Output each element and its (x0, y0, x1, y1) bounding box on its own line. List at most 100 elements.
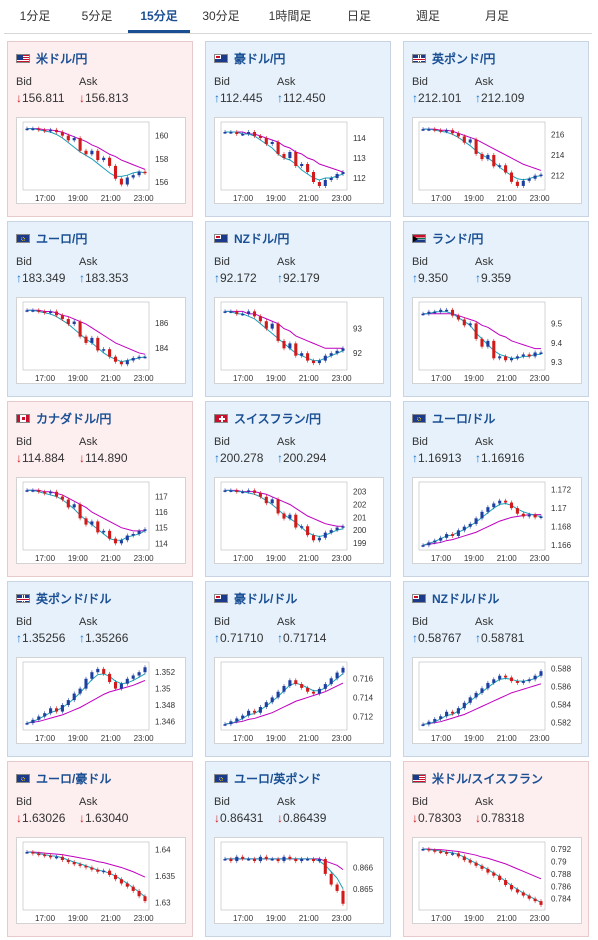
bid-price: 0.58767 (418, 631, 462, 645)
rate-card-title[interactable]: スイスフラン/円 (214, 410, 321, 426)
candle (311, 691, 316, 694)
x-tick-label: 17:00 (431, 194, 452, 203)
x-tick-label: 21:00 (101, 734, 122, 743)
candle (306, 164, 310, 172)
rate-card[interactable]: ユーロ/円 Bid Ask ↑183.349 ↑183.353 186 184 17:00 19… (7, 221, 193, 397)
y-tick-label: 0.584 (551, 701, 572, 710)
rate-chart-svg: 216 214 212 17:00 19:00 21:00 23:00 (418, 121, 565, 203)
rate-card[interactable]: スイスフラン/円 Bid Ask ↑200.278 ↑200.294 203 202 201 2… (205, 401, 391, 577)
rate-card[interactable]: NZドル/ドル Bid Ask ↑0.58767 ↑0.58781 0.588 0.586 0… (403, 581, 589, 757)
ask-price: 200.294 (283, 451, 327, 465)
rate-card[interactable]: 米ドル/スイスフラン Bid Ask ↓0.78303 ↓0.78318 0.792 0.7… (403, 761, 589, 937)
bid-label: Bid (16, 436, 32, 448)
rate-card[interactable]: ユーロ/豪ドル Bid Ask ↓1.63026 ↓1.63040 1.64 1.635 1.… (7, 761, 193, 937)
tab-2[interactable]: 15分足 (128, 0, 190, 33)
rate-chart[interactable]: 0.792 0.79 0.788 0.786 0.784 17:00 19:00 21:00 2… (412, 837, 582, 924)
ask-label: Ask (475, 436, 494, 448)
y-tick-label: 200 (353, 526, 367, 535)
tab-5[interactable]: 日足 (346, 9, 371, 23)
bid-label: Bid (16, 76, 32, 88)
candle (137, 890, 141, 897)
rate-chart[interactable]: 1.352 1.35 1.348 1.346 17:00 19:00 21:00 23:00 (16, 657, 186, 744)
rate-card[interactable]: NZドル/円 Bid Ask ↑92.172 ↑92.179 93 92 17:00 19:00… (205, 221, 391, 397)
candle (60, 705, 64, 712)
rate-chart[interactable]: 216 214 212 17:00 19:00 21:00 23:00 (412, 117, 582, 204)
rate-card[interactable]: ユーロ/英ポンド Bid Ask ↓0.86431 ↓0.86439 0.866 0.865… (205, 761, 391, 937)
tab-4[interactable]: 1時間足 (268, 9, 312, 23)
bid-label: Bid (214, 256, 230, 268)
rate-card[interactable]: 豪ドル/円 Bid Ask ↑112.445 ↑112.450 114 113 112 17:0… (205, 41, 391, 217)
candle (72, 862, 76, 865)
tab-1[interactable]: 5分足 (81, 9, 113, 23)
rate-card-title[interactable]: 英ポンド/ドル (16, 590, 111, 606)
tab-7[interactable]: 月足 (484, 9, 509, 23)
candle (131, 357, 135, 361)
rate-chart[interactable]: 1.172 1.17 1.168 1.166 17:00 19:00 21:00 23:00 (412, 477, 582, 564)
us-flag-icon (412, 773, 426, 783)
x-tick-label: 23:00 (530, 374, 551, 383)
bid-price: 183.349 (22, 271, 66, 285)
rate-chart[interactable]: 0.716 0.714 0.712 17:00 19:00 21:00 23:00 (214, 657, 384, 744)
ask-label: Ask (475, 256, 494, 268)
tab-0[interactable]: 1分足 (19, 9, 51, 23)
rate-chart[interactable]: 203 202 201 200 199 17:00 19:00 21:00 23:00 (214, 477, 384, 564)
rate-card-title[interactable]: ユーロ/英ポンド (214, 770, 321, 786)
rate-chart[interactable]: 9.5 9.4 9.3 17:00 19:00 21:00 23:00 (412, 297, 582, 384)
rate-card-title[interactable]: 米ドル/円 (16, 50, 87, 66)
candle (317, 360, 321, 364)
y-tick-label: 1.172 (551, 486, 572, 495)
rate-chart[interactable]: 93 92 17:00 19:00 21:00 23:00 (214, 297, 384, 384)
candle (341, 526, 345, 528)
candle (223, 490, 227, 492)
rate-card[interactable]: ランド/円 Bid Ask ↑9.350 ↑9.359 9.5 9.4 9.3 17:00 19:… (403, 221, 589, 397)
candle (43, 713, 47, 717)
y-tick-label: 214 (551, 151, 565, 160)
rate-chart[interactable]: 160 158 156 17:00 19:00 21:00 23:00 (16, 117, 186, 204)
rate-card[interactable]: 英ポンド/ドル Bid Ask ↑1.35256 ↑1.35266 1.352 1.35 1.… (7, 581, 193, 757)
rate-chart[interactable]: 117 116 115 114 17:00 19:00 21:00 23:00 (16, 477, 186, 564)
ma-long-line (422, 683, 542, 725)
candle (90, 150, 94, 155)
candle (143, 356, 147, 359)
rate-card-title[interactable]: 米ドル/スイスフラン (412, 770, 543, 786)
ma-long-line (422, 514, 541, 546)
candle (60, 496, 64, 500)
rate-card-title[interactable]: ユーロ/豪ドル (16, 770, 111, 786)
rate-chart[interactable]: 186 184 17:00 19:00 21:00 23:00 (16, 297, 186, 384)
currency-pair-label: 豪ドル/円 (234, 51, 286, 66)
candle (241, 134, 245, 136)
rate-chart-svg: 9.5 9.4 9.3 17:00 19:00 21:00 23:00 (418, 301, 563, 383)
rate-card-title[interactable]: ユーロ/円 (16, 230, 87, 246)
rate-card-title[interactable]: NZドル/円 (214, 230, 289, 246)
rate-chart[interactable]: 0.588 0.586 0.584 0.582 17:00 19:00 21:00 23:00 (412, 657, 582, 744)
candle (323, 684, 327, 689)
rate-card-title[interactable]: ユーロ/ドル (412, 410, 495, 426)
rate-card[interactable]: 米ドル/円 Bid Ask ↓156.811 ↓156.813 160 158 156 17:0… (7, 41, 193, 217)
x-tick-label: 23:00 (332, 914, 353, 923)
bid-price: 0.71710 (220, 631, 264, 645)
candle (329, 873, 333, 885)
rate-chart[interactable]: 1.64 1.635 1.63 17:00 19:00 21:00 23:00 (16, 837, 186, 924)
rate-card[interactable]: 英ポンド/円 Bid Ask ↑212.101 ↑212.109 216 214 212 17:… (403, 41, 589, 217)
rate-card-title[interactable]: ランド/円 (412, 230, 483, 246)
rate-card-title[interactable]: 英ポンド/円 (412, 50, 495, 66)
ask-label: Ask (79, 796, 98, 808)
x-tick-label: 21:00 (101, 914, 122, 923)
rate-chart[interactable]: 0.866 0.865 17:00 19:00 21:00 23:00 (214, 837, 384, 924)
tab-6[interactable]: 週足 (415, 9, 440, 23)
tab-3[interactable]: 30分足 (202, 9, 240, 23)
rate-card[interactable]: ユーロ/ドル Bid Ask ↑1.16913 ↑1.16916 1.172 1.17 1.1… (403, 401, 589, 577)
candle (468, 139, 472, 143)
ask-label: Ask (475, 796, 494, 808)
rate-card[interactable]: 豪ドル/ドル Bid Ask ↑0.71710 ↑0.71714 0.716 0.714 0.… (205, 581, 391, 757)
candle (137, 530, 141, 534)
rate-card-title[interactable]: 豪ドル/ドル (214, 590, 297, 606)
x-tick-label: 17:00 (233, 374, 254, 383)
candle (445, 309, 449, 312)
rate-card[interactable]: カナダドル/円 Bid Ask ↓114.884 ↓114.890 117 116 115 11… (7, 401, 193, 577)
candle (143, 529, 147, 531)
rate-chart[interactable]: 114 113 112 17:00 19:00 21:00 23:00 (214, 117, 384, 204)
rate-card-title[interactable]: 豪ドル/円 (214, 50, 285, 66)
rate-card-title[interactable]: カナダドル/円 (16, 410, 111, 426)
rate-card-title[interactable]: NZドル/ドル (412, 590, 499, 606)
